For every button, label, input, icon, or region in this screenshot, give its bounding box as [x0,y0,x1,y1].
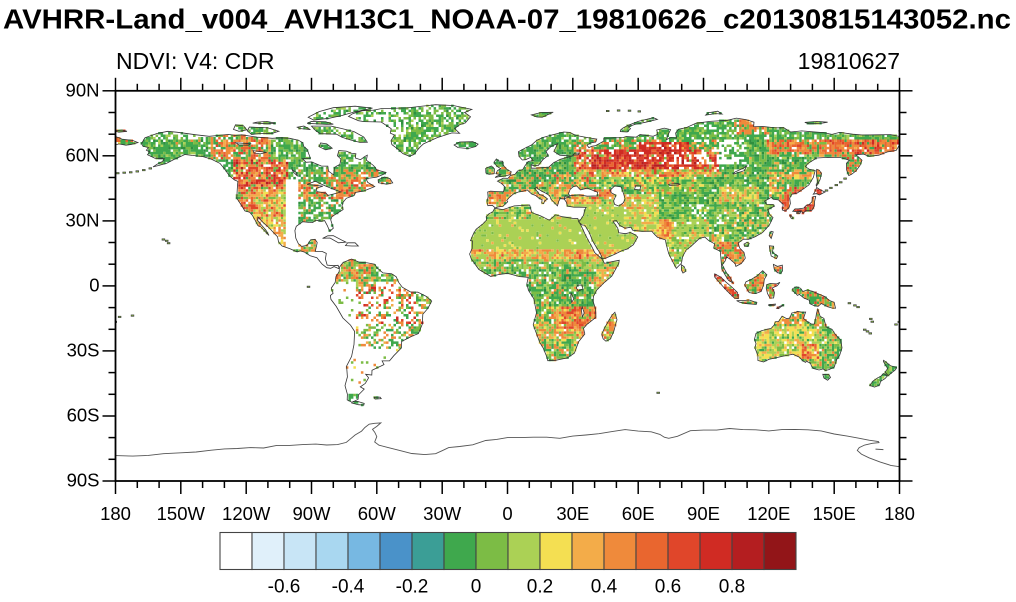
svg-text:0.2: 0.2 [527,577,553,598]
svg-text:0: 0 [502,503,512,524]
svg-text:180: 180 [884,503,915,524]
svg-text:30N: 30N [66,209,100,230]
svg-text:30W: 30W [423,503,462,524]
svg-text:AVHRR-Land_v004_AVH13C1_NOAA-0: AVHRR-Land_v004_AVH13C1_NOAA-07_19810626… [3,4,1011,35]
svg-text:150E: 150E [813,503,856,524]
svg-text:120E: 120E [747,503,790,524]
svg-text:0.6: 0.6 [655,577,681,598]
svg-text:0: 0 [89,274,99,295]
svg-text:90N: 90N [66,79,100,100]
svg-text:30S: 30S [67,339,100,360]
svg-text:-0.2: -0.2 [396,577,429,598]
svg-text:-0.4: -0.4 [332,577,365,598]
svg-text:NDVI: V4: CDR: NDVI: V4: CDR [116,48,274,74]
svg-text:90E: 90E [687,503,720,524]
svg-text:0: 0 [471,577,482,598]
svg-text:-0.6: -0.6 [268,577,301,598]
svg-text:60E: 60E [622,503,655,524]
svg-text:150W: 150W [157,503,206,524]
svg-text:90W: 90W [292,503,331,524]
svg-text:19810627: 19810627 [798,48,900,74]
svg-text:30E: 30E [556,503,589,524]
svg-text:90S: 90S [67,470,100,491]
svg-text:120W: 120W [222,503,271,524]
svg-text:0.4: 0.4 [591,577,618,598]
svg-text:180: 180 [100,503,131,524]
svg-text:60S: 60S [67,405,100,426]
svg-text:60N: 60N [66,144,100,165]
svg-text:0.8: 0.8 [719,577,745,598]
svg-text:60W: 60W [358,503,397,524]
